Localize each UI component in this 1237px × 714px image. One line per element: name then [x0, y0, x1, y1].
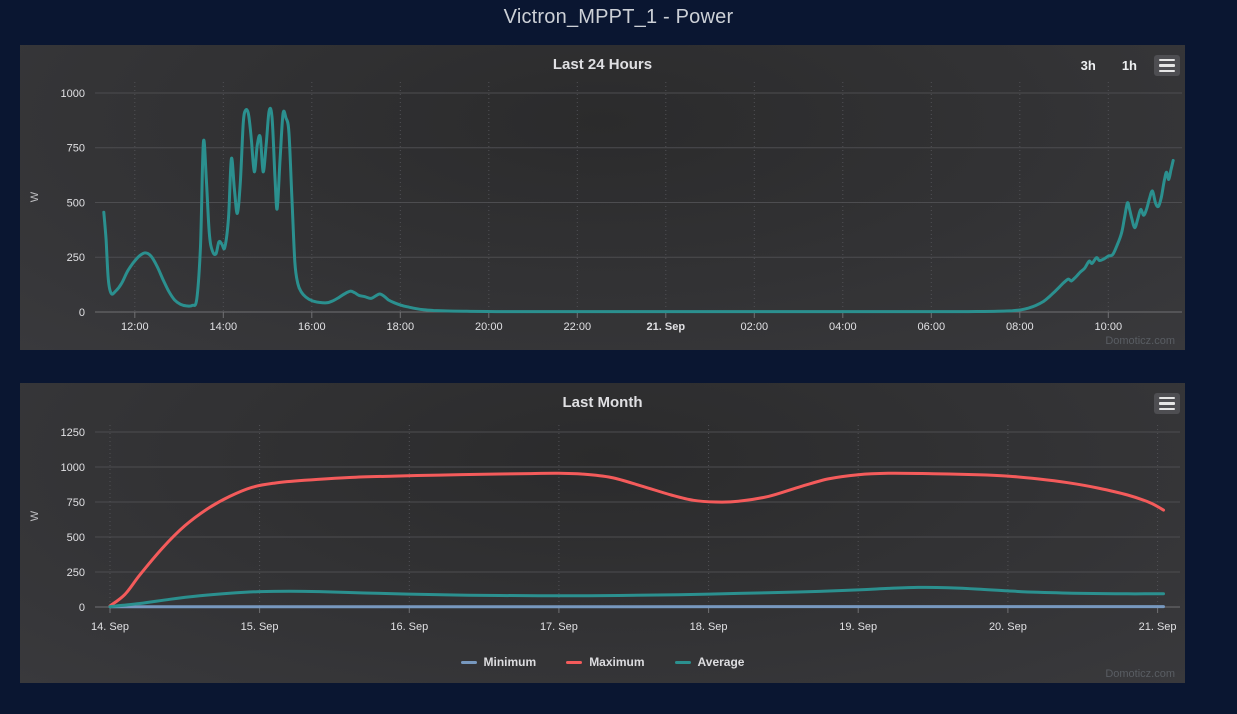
x-tick-label: 16:00: [298, 321, 326, 333]
minimum-swatch: [460, 660, 477, 664]
x-tick-label: 21. Sep: [647, 321, 686, 333]
y-tick-label: 500: [67, 198, 85, 210]
hamburger-icon: [1159, 58, 1175, 62]
x-tick-label: 20. Sep: [989, 621, 1027, 633]
y-tick-label: 1000: [61, 462, 85, 474]
x-tick-label: 02:00: [741, 321, 769, 333]
x-tick-label: 14. Sep: [91, 621, 129, 633]
chart-menu-button[interactable]: [1154, 393, 1180, 414]
y-tick-label: 0: [79, 602, 85, 614]
credits-link[interactable]: Domoticz.com: [1105, 335, 1175, 347]
range-selector: 3h 1h: [1081, 58, 1137, 73]
y-axis-title: W: [29, 191, 41, 202]
y-tick-label: 250: [67, 252, 85, 264]
y-tick-label: 1000: [61, 88, 85, 100]
y-axis-title: W: [29, 510, 41, 521]
y-tick-label: 500: [67, 532, 85, 544]
legend-label-maximum: Maximum: [589, 655, 645, 669]
credits-link[interactable]: Domoticz.com: [1105, 668, 1175, 680]
x-tick-label: 15. Sep: [241, 621, 279, 633]
x-tick-label: 12:00: [121, 321, 149, 333]
x-tick-label: 17. Sep: [540, 621, 578, 633]
range-button-1h[interactable]: 1h: [1121, 58, 1137, 73]
last-month-chart[interactable]: 0 250 500 750 1000 1250 14. Sep 15. Sep 16. Sep 1…: [20, 383, 1185, 683]
x-tick-label: 10:00: [1095, 321, 1123, 333]
page-title: Victron_MPPT_1 - Power: [503, 6, 734, 28]
series-power: [102, 106, 1175, 314]
panel-last-24-hours: Last 24 Hours 3h 1h 0 250 500 750 1000 12:00 1…: [20, 45, 1185, 350]
series-average: [108, 585, 1165, 609]
x-tick-label: 18:00: [387, 321, 415, 333]
series-maximum: [108, 471, 1165, 608]
x-tick-label: 14:00: [210, 321, 238, 333]
x-tick-label: 04:00: [829, 321, 857, 333]
legend-item-minimum[interactable]: Minimum: [460, 655, 537, 669]
hamburger-icon: [1159, 396, 1175, 400]
y-tick-label: 750: [67, 143, 85, 155]
x-tick-label: 20:00: [475, 321, 503, 333]
x-tick-label: 06:00: [918, 321, 946, 333]
last-24-hours-chart[interactable]: 0 250 500 750 1000 12:00 14:00 16:00 18:00 20:00 2…: [20, 45, 1185, 350]
legend: Minimum Maximum Average: [20, 655, 1185, 669]
chart-menu-button[interactable]: [1154, 55, 1180, 76]
y-tick-label: 250: [67, 567, 85, 579]
y-tick-label: 750: [67, 497, 85, 509]
legend-item-maximum[interactable]: Maximum: [566, 655, 645, 669]
legend-label-minimum: Minimum: [483, 655, 537, 669]
x-tick-label: 21. Sep: [1139, 621, 1177, 633]
x-tick-label: 18. Sep: [690, 621, 728, 633]
y-tick-label: 0: [79, 307, 85, 319]
maximum-swatch: [566, 660, 583, 664]
range-button-3h[interactable]: 3h: [1080, 58, 1096, 73]
x-tick-label: 08:00: [1006, 321, 1034, 333]
average-swatch: [674, 660, 691, 664]
panel-last-month: Last Month 0 250 500 750 1000 1250 14. Sep 15. …: [20, 383, 1185, 683]
x-tick-label: 16. Sep: [390, 621, 428, 633]
legend-label-average: Average: [697, 655, 745, 669]
y-tick-label: 1250: [61, 427, 85, 439]
x-tick-label: 22:00: [564, 321, 592, 333]
legend-item-average[interactable]: Average: [674, 655, 745, 669]
x-tick-label: 19. Sep: [839, 621, 877, 633]
